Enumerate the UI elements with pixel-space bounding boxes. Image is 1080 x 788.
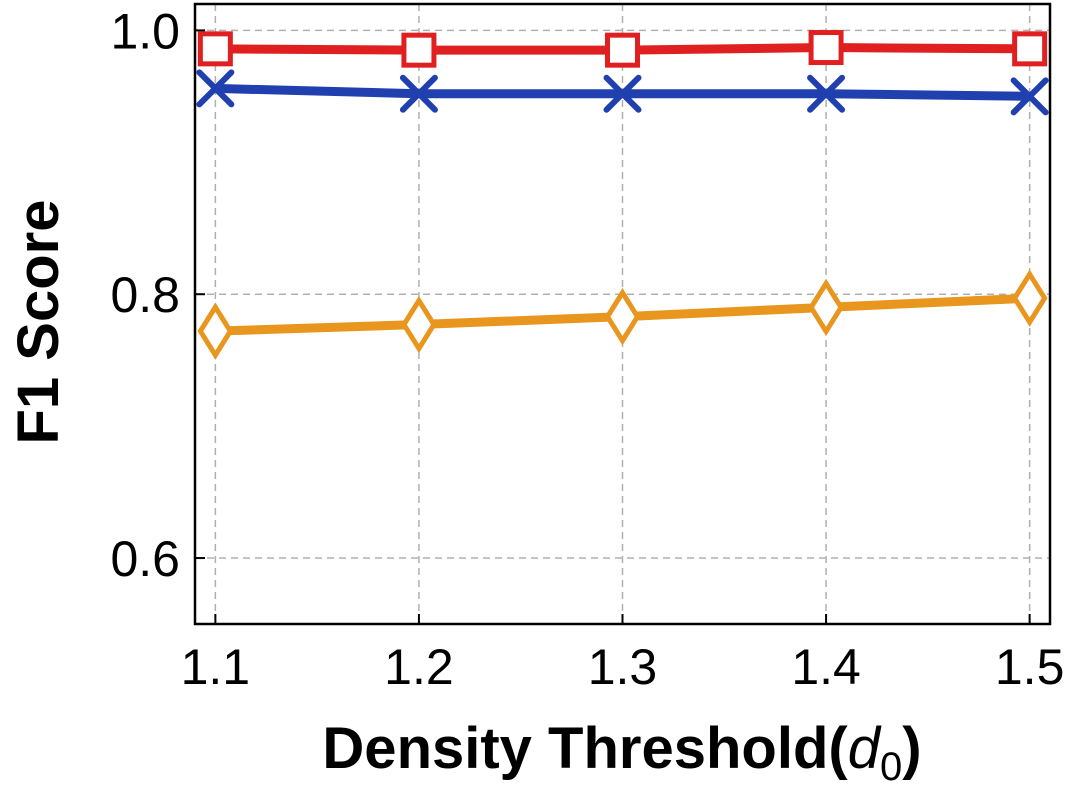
- diamond-marker: [1011, 269, 1048, 327]
- series-diamond: [197, 269, 1048, 360]
- x-tick-label: 1.3: [588, 639, 658, 695]
- x-marker: [399, 74, 438, 113]
- diamond-marker: [400, 295, 437, 354]
- x-marker: [196, 69, 235, 108]
- square-marker: [401, 32, 437, 68]
- x-tick-label: 1.5: [995, 639, 1065, 695]
- x-tick-label: 1.4: [791, 639, 861, 695]
- x-tick-label: 1.1: [181, 639, 251, 695]
- grid-lines: [195, 4, 1050, 624]
- x-tick-label: 1.2: [384, 639, 454, 695]
- square-marker: [605, 32, 640, 68]
- x-axis-label-close: ): [902, 716, 921, 781]
- square-marker: [808, 30, 844, 66]
- y-tick-label: 1.0: [110, 3, 180, 59]
- series-square: [197, 30, 1048, 68]
- series-x: [196, 69, 1049, 116]
- y-tick-label: 0.8: [110, 267, 180, 323]
- data-series: [196, 30, 1049, 360]
- x-axis-label-subscript: 0: [880, 745, 902, 788]
- diamond-marker: [197, 302, 234, 360]
- diamond-marker: [604, 287, 641, 346]
- axis-ticks: 1.1 1.2 1.3 1.4 1.5 0.6 0.8 1.0: [110, 3, 1064, 695]
- x-axis-label: Density Threshold(d0): [322, 716, 921, 788]
- x-axis-label-text: Density Threshold(: [322, 716, 848, 781]
- y-tick-label: 0.6: [110, 531, 180, 587]
- y-axis-label: F1 Score: [6, 200, 71, 445]
- square-marker: [197, 31, 233, 67]
- x-marker: [807, 74, 846, 113]
- x-axis-label-variable: d: [848, 716, 882, 781]
- x-marker: [603, 74, 642, 113]
- x-marker: [1010, 77, 1049, 116]
- square-marker: [1012, 31, 1048, 67]
- diamond-marker: [808, 278, 845, 337]
